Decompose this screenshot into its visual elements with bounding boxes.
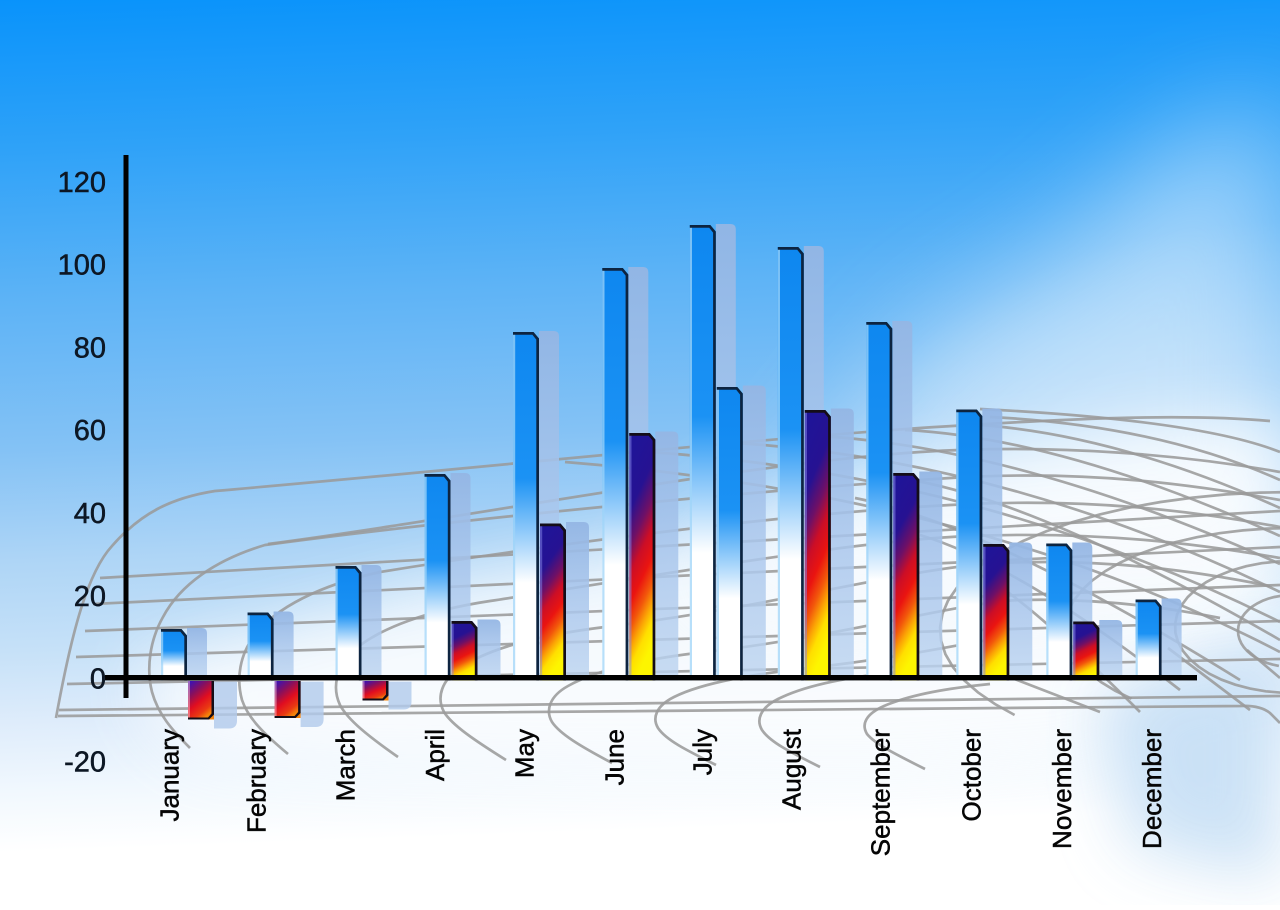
svg-text:March: March (330, 729, 360, 801)
svg-text:September: September (866, 729, 896, 857)
svg-text:100: 100 (58, 250, 106, 282)
svg-text:0: 0 (90, 664, 106, 696)
svg-text:August: August (776, 728, 806, 810)
svg-text:20: 20 (74, 581, 106, 613)
svg-text:January: January (154, 729, 184, 822)
svg-text:October: October (956, 729, 986, 822)
svg-text:April: April (420, 729, 450, 781)
svg-text:February: February (242, 729, 272, 833)
svg-text:60: 60 (74, 415, 106, 447)
svg-text:-20: -20 (64, 746, 106, 778)
svg-text:July: July (688, 729, 718, 775)
svg-text:November: November (1047, 729, 1077, 849)
svg-text:120: 120 (58, 167, 106, 199)
svg-text:June: June (599, 729, 629, 785)
svg-text:May: May (509, 729, 539, 778)
svg-text:40: 40 (74, 498, 106, 530)
svg-text:80: 80 (74, 332, 106, 364)
svg-text:December: December (1137, 729, 1167, 849)
